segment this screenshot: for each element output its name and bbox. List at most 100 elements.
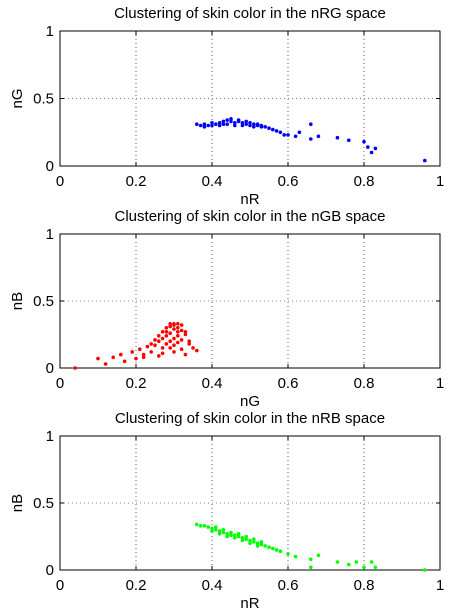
data-point: [195, 122, 199, 126]
data-point: [168, 324, 172, 329]
data-point: [122, 359, 127, 364]
chart-title: Clustering of skin color in the nGB spac…: [115, 208, 386, 225]
data-point: [153, 343, 157, 348]
data-point: [229, 117, 233, 121]
data-point: [335, 135, 340, 140]
data-point: [252, 125, 256, 129]
data-point: [335, 560, 340, 564]
data-point: [164, 342, 169, 346]
data-point: [252, 537, 256, 541]
data-point: [362, 139, 366, 144]
data-point: [263, 125, 268, 129]
data-point: [240, 123, 245, 128]
y-tick-label: 0: [46, 562, 54, 579]
data-point: [176, 330, 180, 334]
x-tick-label: 0.2: [126, 173, 147, 190]
y-tick-label: 1: [46, 23, 54, 40]
data-point: [225, 122, 229, 126]
data-point: [255, 544, 260, 548]
data-point: [373, 146, 378, 151]
data-point: [423, 568, 427, 572]
data-point: [236, 534, 241, 539]
data-point: [130, 350, 134, 354]
data-point: [229, 533, 233, 537]
data-point: [172, 336, 176, 341]
data-point: [198, 524, 203, 528]
x-tick-label: 0.6: [278, 577, 299, 594]
data-point: [282, 133, 287, 137]
data-point: [157, 334, 161, 338]
data-point: [210, 529, 214, 533]
data-point: [191, 346, 195, 350]
chart-title: Clustering of skin color in the nRB spac…: [115, 410, 385, 427]
data-point: [259, 540, 264, 544]
data-point: [206, 525, 210, 529]
data-point: [160, 351, 165, 356]
data-point: [248, 123, 252, 128]
data-point: [172, 327, 176, 331]
data-point: [176, 326, 180, 330]
data-point: [202, 122, 207, 126]
y-tick-label: 0: [46, 158, 54, 175]
data-point: [240, 121, 245, 125]
data-point: [176, 334, 180, 338]
x-tick-label: 0.4: [202, 577, 223, 594]
data-point: [157, 339, 161, 344]
x-tick-label: 1: [436, 375, 444, 392]
data-point: [271, 546, 275, 551]
x-tick-label: 0.6: [278, 375, 299, 392]
data-point: [233, 533, 237, 537]
data-point: [244, 534, 248, 539]
y-tick-label: 0.5: [33, 91, 54, 108]
data-point: [369, 150, 374, 155]
data-point: [214, 525, 218, 529]
data-point: [172, 350, 176, 354]
data-point: [259, 542, 264, 547]
data-point: [244, 537, 248, 541]
data-point: [157, 354, 161, 358]
y-axis-label: nG: [9, 88, 26, 108]
data-point: [217, 532, 222, 536]
x-tick-label: 0.4: [202, 173, 223, 190]
data-point: [103, 362, 108, 366]
data-point: [316, 553, 321, 558]
data-point: [423, 158, 427, 163]
y-tick-label: 1: [46, 428, 54, 445]
data-point: [221, 122, 226, 126]
data-point: [255, 541, 260, 545]
data-point: [172, 322, 176, 326]
data-point: [248, 538, 252, 543]
x-tick-label: 0.8: [354, 173, 375, 190]
data-point: [286, 552, 290, 556]
data-point: [73, 366, 77, 370]
data-point: [225, 532, 229, 536]
data-point: [195, 522, 199, 527]
data-point: [309, 557, 313, 562]
data-point: [198, 123, 203, 128]
data-point: [248, 121, 252, 125]
data-point: [286, 133, 290, 137]
data-point: [252, 540, 256, 544]
data-point: [309, 137, 313, 141]
data-point: [221, 530, 226, 535]
y-axis-label: nB: [9, 292, 26, 310]
x-tick-label: 1: [436, 173, 444, 190]
data-point: [145, 344, 150, 349]
data-point: [347, 138, 351, 143]
data-point: [248, 541, 252, 545]
y-axis-label: nB: [9, 494, 26, 512]
data-point: [297, 130, 302, 135]
data-point: [134, 356, 138, 361]
data-point: [160, 330, 165, 334]
data-point: [366, 145, 370, 149]
data-point: [225, 534, 229, 539]
data-point: [362, 565, 366, 570]
data-point: [293, 554, 298, 559]
data-point: [240, 536, 245, 540]
data-point: [293, 134, 298, 139]
x-tick-label: 0.4: [202, 375, 223, 392]
x-tick-label: 0: [56, 577, 64, 594]
data-point: [252, 122, 256, 126]
data-point: [176, 340, 180, 345]
data-point: [233, 536, 237, 540]
